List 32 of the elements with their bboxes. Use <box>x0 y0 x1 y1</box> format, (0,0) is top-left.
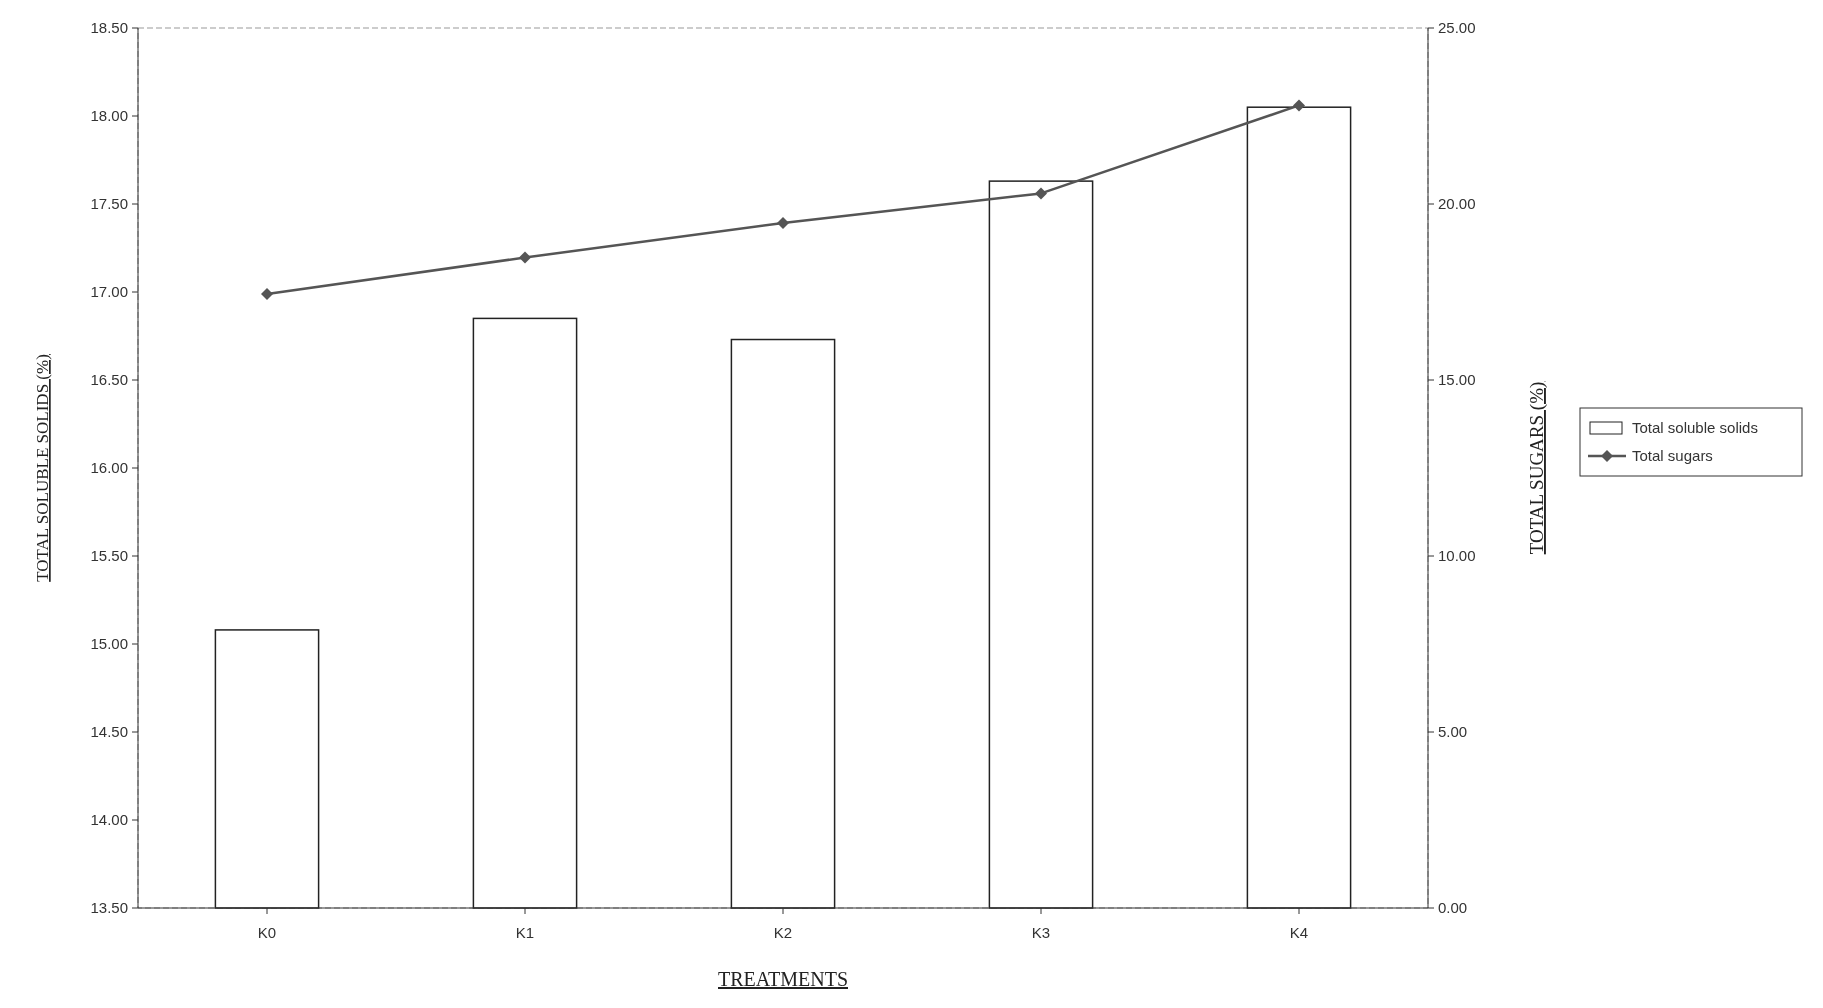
y2-tick-label: 5.00 <box>1438 723 1468 741</box>
y-tick-label: 16.00 <box>90 459 128 477</box>
x-axis-title: TREATMENTS <box>718 968 848 990</box>
y-tick-label: 14.50 <box>90 723 128 741</box>
x-tick-label: K1 <box>515 924 535 941</box>
y-tick-label: 16.50 <box>90 371 128 389</box>
y-tick-label: 14.00 <box>90 811 128 829</box>
y-tick-label: 18.00 <box>90 107 128 125</box>
y-tick-label: 17.50 <box>90 195 128 213</box>
legend-label: Total soluble solids <box>1632 419 1758 437</box>
y2-tick-label: 10.00 <box>1438 547 1476 565</box>
y2-axis-title: TOTAL SUGARS (%) <box>1526 381 1548 555</box>
y2-tick-label: 0.00 <box>1438 899 1468 917</box>
y-tick-label: 13.50 <box>90 899 128 917</box>
y-tick-label: 18.50 <box>90 19 128 37</box>
x-tick-label: K2 <box>773 924 793 941</box>
x-tick-label: K4 <box>1289 924 1309 941</box>
point <box>777 217 789 230</box>
y2-tick-label: 25.00 <box>1438 19 1476 37</box>
point <box>261 288 273 301</box>
y-tick-label: 15.00 <box>90 635 128 653</box>
x-tick-label: K3 <box>1031 924 1051 941</box>
point <box>519 251 531 264</box>
point <box>1293 99 1305 112</box>
y-tick-label: 17.00 <box>90 283 128 301</box>
y2-tick-label: 15.00 <box>1438 371 1476 389</box>
y-axis-title: TOTAL SOLUBLE SOLIDS (%) <box>33 354 52 582</box>
x-tick-label: K0 <box>257 924 277 941</box>
y-tick-label: 15.50 <box>90 547 128 565</box>
legend-label: Total sugars <box>1632 447 1713 465</box>
point <box>1035 187 1047 200</box>
y2-tick-label: 20.00 <box>1438 195 1476 213</box>
